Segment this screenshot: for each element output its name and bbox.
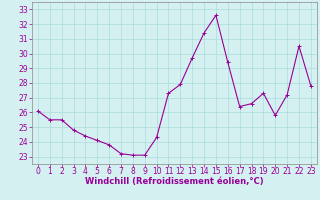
- X-axis label: Windchill (Refroidissement éolien,°C): Windchill (Refroidissement éolien,°C): [85, 177, 264, 186]
